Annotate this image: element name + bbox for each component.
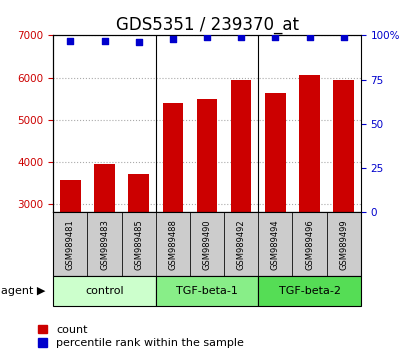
Text: control: control <box>85 286 124 296</box>
Bar <box>121 212 155 276</box>
Bar <box>230 80 251 330</box>
Legend: count, percentile rank within the sample: count, percentile rank within the sample <box>38 325 243 348</box>
Point <box>101 38 108 44</box>
Bar <box>333 80 353 330</box>
Bar <box>196 99 217 330</box>
Text: GSM989492: GSM989492 <box>236 219 245 270</box>
Bar <box>87 212 121 276</box>
Text: GSM989481: GSM989481 <box>66 219 75 270</box>
Bar <box>94 164 115 330</box>
Text: GSM989485: GSM989485 <box>134 219 143 270</box>
Text: agent ▶: agent ▶ <box>1 286 45 296</box>
Text: GSM989490: GSM989490 <box>202 219 211 270</box>
Bar <box>292 212 326 276</box>
Bar <box>258 276 360 306</box>
Bar <box>155 212 189 276</box>
Bar <box>224 212 258 276</box>
Point <box>67 38 74 44</box>
Point <box>135 40 142 45</box>
Point <box>237 34 244 40</box>
Text: TGF-beta-1: TGF-beta-1 <box>176 286 237 296</box>
Bar <box>60 179 81 330</box>
Text: GSM989494: GSM989494 <box>270 219 279 270</box>
Bar <box>155 276 258 306</box>
Text: TGF-beta-2: TGF-beta-2 <box>278 286 340 296</box>
Text: GSM989483: GSM989483 <box>100 219 109 270</box>
Bar <box>128 175 148 330</box>
Bar <box>189 212 224 276</box>
Point <box>339 34 346 40</box>
Bar <box>265 93 285 330</box>
Bar <box>258 212 292 276</box>
Point <box>306 34 312 40</box>
Bar <box>162 103 183 330</box>
Text: GSM989496: GSM989496 <box>304 219 313 270</box>
Text: GSM989499: GSM989499 <box>338 219 347 270</box>
Bar <box>53 276 155 306</box>
Bar <box>53 212 87 276</box>
Bar <box>299 75 319 330</box>
Text: GSM989488: GSM989488 <box>168 219 177 270</box>
Title: GDS5351 / 239370_at: GDS5351 / 239370_at <box>115 16 298 34</box>
Point <box>169 36 176 42</box>
Point <box>203 34 210 40</box>
Bar <box>326 212 360 276</box>
Point <box>272 34 278 40</box>
